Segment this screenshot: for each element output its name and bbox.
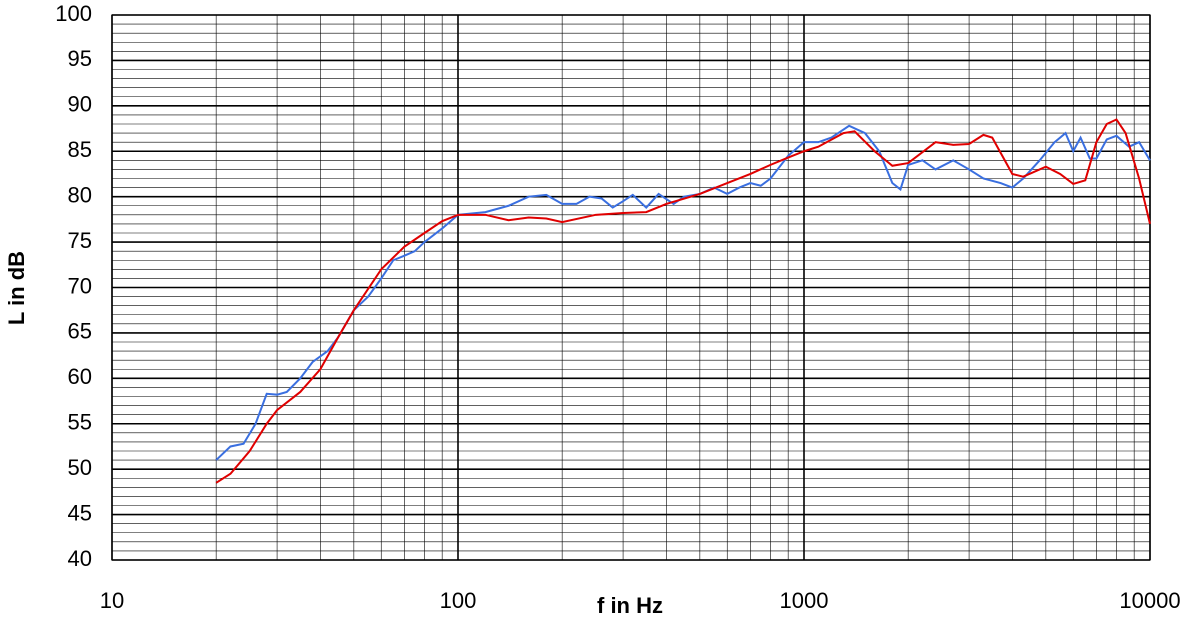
y-axis-label: L in dB bbox=[4, 251, 29, 325]
y-tick-label: 95 bbox=[68, 46, 92, 71]
y-tick-label: 45 bbox=[68, 500, 92, 525]
y-tick-label: 90 bbox=[68, 92, 92, 117]
y-tick-label: 70 bbox=[68, 273, 92, 298]
y-tick-label: 75 bbox=[68, 228, 92, 253]
y-tick-label: 40 bbox=[68, 546, 92, 571]
y-tick-label: 80 bbox=[68, 182, 92, 207]
x-tick-label: 1000 bbox=[780, 588, 829, 613]
x-tick-label: 10000 bbox=[1119, 588, 1180, 613]
y-tick-label: 65 bbox=[68, 319, 92, 344]
y-tick-label: 50 bbox=[68, 455, 92, 480]
series-line bbox=[215, 118, 1151, 484]
x-tick-label: 100 bbox=[440, 588, 477, 613]
x-tick-label: 10 bbox=[100, 588, 124, 613]
x-axis-label: f in Hz bbox=[597, 593, 663, 618]
y-tick-label: 85 bbox=[68, 137, 92, 162]
y-tick-label: 55 bbox=[68, 410, 92, 435]
y-tick-label: 60 bbox=[68, 364, 92, 389]
plot-border bbox=[111, 14, 1151, 561]
y-tick-label: 100 bbox=[55, 1, 92, 26]
